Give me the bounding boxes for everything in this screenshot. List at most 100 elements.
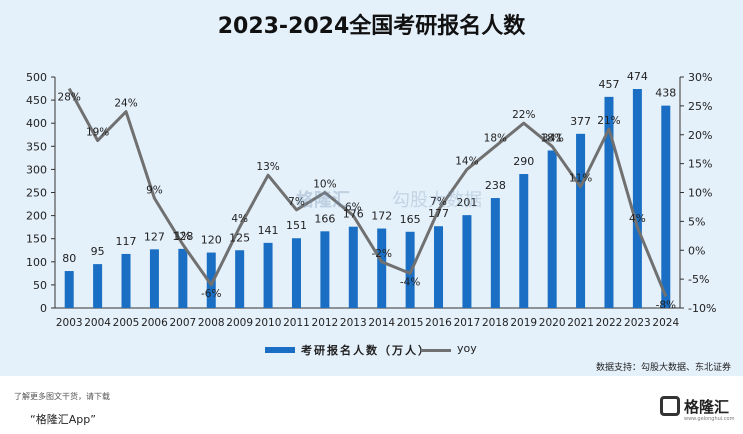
x-tick-label: 2024 — [652, 317, 679, 329]
y-right-tick-label: 20% — [688, 129, 712, 142]
y-left-tick-label: 100 — [26, 256, 47, 269]
yoy-value-label: 14% — [455, 155, 478, 167]
bar-value-label: 457 — [598, 78, 619, 91]
yoy-value-label: 4% — [231, 213, 248, 225]
chart-title: 2023-2024全国考研报名人数 — [217, 14, 526, 39]
bar-value-label: 176 — [343, 208, 364, 221]
x-tick-label: 2018 — [482, 317, 509, 329]
bar-value-label: 177 — [428, 207, 449, 220]
chart-card: 2023-2024全国考研报名人数 0 50 100 150 200 250 300 350 4… — [0, 0, 743, 376]
yoy-value-label: 1% — [175, 230, 192, 242]
yoy-value-label: 19% — [86, 127, 109, 139]
yoy-line — [67, 87, 668, 298]
x-tick-label: 2003 — [56, 317, 83, 329]
bar — [547, 150, 557, 308]
x-tick-label: 2020 — [539, 317, 566, 329]
x-tick-label: 2023 — [624, 317, 651, 329]
y-right-tick-label: 25% — [688, 100, 712, 113]
y-left-tick-label: 150 — [26, 233, 47, 246]
yoy-value-label: 11% — [569, 173, 592, 185]
bar-value-label: 120 — [201, 234, 222, 247]
y-right-tick-label: 0% — [688, 244, 705, 257]
yoy-value-label: 10% — [313, 179, 336, 191]
y-left-tick-label: 200 — [26, 210, 47, 223]
bar-value-label: 165 — [400, 213, 421, 226]
yoy-value-label: 21% — [597, 115, 620, 127]
x-tick-label: 2009 — [226, 317, 253, 329]
bar-value-label: 95 — [91, 245, 105, 258]
bar — [490, 198, 500, 308]
bar-value-label: 141 — [258, 224, 279, 237]
x-tick-label: 2010 — [255, 317, 282, 329]
y-right-tick-label: 15% — [688, 158, 712, 171]
brand-logo: 格隆汇 www.gelonghui.com — [660, 394, 740, 426]
legend-line-swatch — [421, 349, 451, 352]
bar — [121, 253, 131, 308]
bar — [263, 242, 273, 308]
x-tick-label: 2013 — [340, 317, 367, 329]
legend-bar-label: 考研报名人数（万人） — [301, 344, 431, 357]
x-tick-label: 2005 — [113, 317, 140, 329]
y-left-tick-label: 50 — [33, 279, 47, 292]
bar — [206, 252, 216, 308]
yoy-value-label: -2% — [371, 248, 391, 260]
y-left-tick-label: 400 — [26, 117, 47, 130]
bar-value-label: 238 — [485, 179, 506, 192]
x-tick-label: 2012 — [312, 317, 339, 329]
yoy-value-label: 7% — [288, 196, 305, 208]
bar — [64, 271, 74, 308]
bar — [519, 174, 529, 308]
yoy-value-label: 13% — [256, 161, 279, 173]
y-left-tick-label: 0 — [40, 302, 47, 315]
y-right-tick-label: -5% — [688, 273, 709, 286]
bar — [178, 248, 188, 308]
bar — [632, 89, 642, 309]
yoy-value-label: 18% — [484, 132, 507, 144]
x-tick-label: 2019 — [510, 317, 537, 329]
combo-chart: 0 50 100 150 200 250 300 350 400 450 500 -10% -5% 0% 5… — [26, 70, 716, 329]
y-left-tick-label: 250 — [26, 187, 47, 200]
x-tick-label: 2006 — [141, 317, 168, 329]
bar — [661, 105, 671, 308]
yoy-value-label: 7% — [430, 196, 447, 208]
bar-value-label: 377 — [570, 115, 591, 128]
bar-value-label: 201 — [456, 196, 477, 209]
bar — [291, 238, 301, 308]
bar-value-label: 438 — [655, 87, 676, 100]
logo-mark-icon — [660, 396, 680, 416]
bar — [93, 264, 103, 308]
x-tick-label: 2022 — [596, 317, 623, 329]
bar-value-label: 80 — [62, 252, 76, 265]
yoy-value-label: 6% — [345, 202, 362, 214]
bar-value-label: 151 — [286, 219, 307, 232]
y-right-tick-label: -10% — [688, 302, 716, 315]
watermark-gougu: 勾股大数据 — [392, 190, 482, 211]
footer-note: 了解更多图文干货，请下载 — [14, 392, 110, 401]
bar-value-label: 127 — [144, 230, 165, 243]
footer-app-name: “格隆汇App” — [30, 413, 96, 426]
x-tick-label: 2007 — [169, 317, 196, 329]
bar-value-label: 166 — [314, 212, 335, 225]
bar-value-label: 290 — [513, 155, 534, 168]
logo-text: 格隆汇 — [684, 398, 730, 416]
x-tick-label: 2021 — [567, 317, 594, 329]
y-left-tick-label: 300 — [26, 163, 47, 176]
y-left-tick-label: 350 — [26, 140, 47, 153]
yoy-value-label: -4% — [400, 276, 420, 288]
bar — [576, 133, 586, 308]
logo-url: www.gelonghui.com — [684, 416, 735, 422]
yoy-value-label: 28% — [58, 92, 81, 104]
bar — [604, 96, 614, 308]
bar — [235, 250, 245, 308]
bar — [320, 231, 330, 308]
legend-line-label: yoy — [457, 342, 477, 355]
x-tick-label: 2015 — [397, 317, 424, 329]
yoy-value-label: 4% — [629, 213, 646, 225]
bar-value-label: 172 — [371, 210, 392, 223]
bar — [377, 228, 387, 308]
y-right-tick-label: 10% — [688, 187, 712, 200]
bar-value-label: 341 — [542, 131, 563, 144]
yoy-value-label: 24% — [114, 98, 137, 110]
x-tick-label: 2011 — [283, 317, 310, 329]
y-left-tick-label: 450 — [26, 94, 47, 107]
